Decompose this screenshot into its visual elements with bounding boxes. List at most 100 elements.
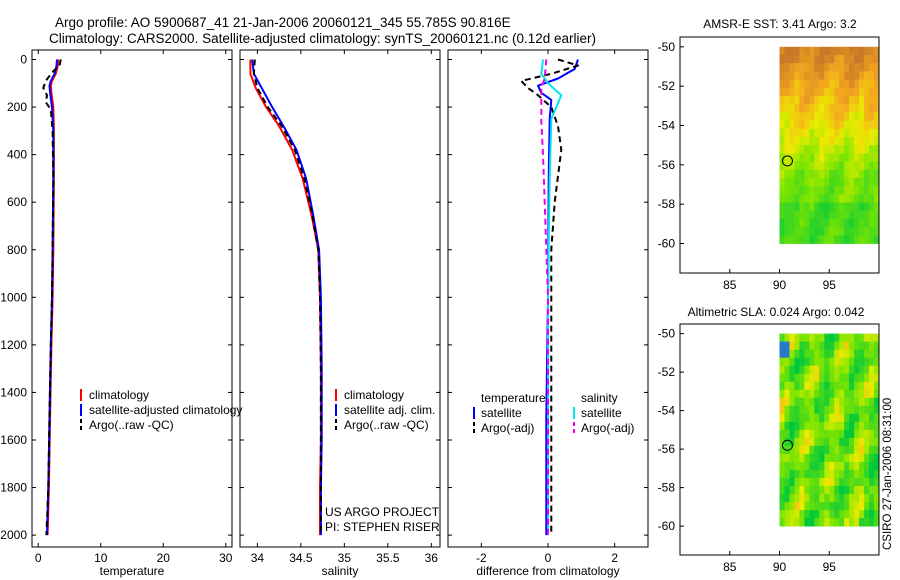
sla-heatmap-cell <box>794 486 800 495</box>
sst-heatmap-cell <box>794 55 800 64</box>
sst-heatmap-cell <box>844 96 850 105</box>
sst-heatmap-cell <box>814 177 820 187</box>
sla-heatmap-cell <box>814 397 820 407</box>
sst-heatmap-cell <box>789 235 795 244</box>
sla-heatmap-cell <box>819 494 825 503</box>
sla-heatmap-cell <box>849 437 855 447</box>
sla-heatmap-cell <box>849 397 855 407</box>
sla-heatmap-cell <box>844 429 850 439</box>
sst-heatmap-cell <box>849 186 855 195</box>
sla-heatmap-cell <box>824 429 830 439</box>
sst-heatmap-cell <box>864 194 870 203</box>
sst-heatmap-cell <box>839 177 845 187</box>
sst-heatmap-cell <box>819 79 825 89</box>
sst-heatmap-cell <box>859 104 865 113</box>
sst-heatmap-cell <box>804 137 810 146</box>
sst-heatmap-cell <box>809 104 815 113</box>
sst-heatmap-cell <box>814 227 820 236</box>
sst-heatmap-cell <box>839 153 845 162</box>
temperature-series-line <box>42 59 62 536</box>
sla-heatmap-cell <box>834 486 840 495</box>
sla-heatmap-cell <box>874 445 880 455</box>
sst-heatmap-cell <box>854 96 860 105</box>
sla-heatmap-cell <box>789 413 795 423</box>
sst-heatmap-cell <box>874 63 880 72</box>
sla-heatmap-cell <box>814 453 820 463</box>
sst-heatmap-cell <box>819 63 825 72</box>
sst-heatmap-cell <box>854 120 860 130</box>
sla-heatmap-cell <box>854 397 860 407</box>
sst-heatmap-cell <box>824 87 830 97</box>
sst-heatmap-cell <box>834 137 840 146</box>
sst-xtick-label: 85 <box>723 278 737 292</box>
sst-heatmap-cell <box>849 137 855 146</box>
sst-heatmap-cell <box>839 120 845 130</box>
sst-heatmap-cell <box>799 120 805 130</box>
temperature-xtick-label: 0 <box>35 551 42 565</box>
sst-heatmap-cell <box>789 46 795 56</box>
sst-heatmap-cell <box>799 96 805 105</box>
sst-heatmap-cell <box>819 87 825 97</box>
sst-heatmap-cell <box>809 46 815 56</box>
sla-heatmap-cell <box>809 445 815 455</box>
sst-heatmap-cell <box>834 63 840 72</box>
sst-heatmap-cell <box>784 55 790 64</box>
sla-heatmap-cell <box>809 389 815 399</box>
sla-heatmap-cell <box>784 357 790 367</box>
sst-heatmap-cell <box>779 87 785 97</box>
sst-heatmap-cell <box>789 227 795 236</box>
sst-heatmap-cell <box>849 128 855 138</box>
temperature-ytick-label: 1400 <box>0 385 27 399</box>
sla-heatmap-cell <box>799 478 805 487</box>
sla-heatmap-cell <box>794 462 800 471</box>
sla-heatmap-cell <box>829 349 835 359</box>
sla-heatmap-cell <box>794 494 800 503</box>
sla-heatmap-cell <box>854 494 860 503</box>
sla-heatmap-cell <box>789 494 795 503</box>
sst-heatmap-cell <box>809 71 815 80</box>
sla-heatmap-cell <box>839 405 845 415</box>
sst-heatmap-cell <box>864 177 870 187</box>
sla-heatmap-cell <box>784 373 790 383</box>
sst-heatmap-cell <box>859 112 865 121</box>
temperature-profile-panel: 0 10 20 30 0 200 400 600 800 1000 1200 1400 1600 1800… <box>0 49 242 578</box>
sla-heatmap-cell <box>854 502 860 511</box>
sst-heatmap-cell <box>834 112 840 121</box>
sla-heatmap-cell <box>829 502 835 511</box>
sla-heatmap-cell <box>804 437 810 447</box>
sst-heatmap-cell <box>829 169 835 179</box>
sst-heatmap-cell <box>859 46 865 56</box>
sst-heatmap-cell <box>794 227 800 236</box>
sla-heatmap-cell <box>809 397 815 407</box>
sla-heatmap-cell <box>819 518 825 527</box>
sla-heatmap-cell <box>784 470 790 479</box>
sla-heatmap-cell <box>854 470 860 479</box>
sst-heatmap-cell <box>809 112 815 121</box>
sla-heatmap-cell <box>779 373 785 383</box>
sst-heatmap-cell <box>779 96 785 105</box>
sst-heatmap-cell <box>809 79 815 89</box>
sla-heatmap-cell <box>854 389 860 399</box>
sla-heatmap-cell <box>779 341 785 350</box>
temperature-ytick-label: 400 <box>7 148 27 162</box>
sst-heatmap-cell <box>864 145 870 154</box>
sst-heatmap-cell <box>864 235 870 244</box>
sla-heatmap-cell <box>819 462 825 471</box>
sst-heatmap-cell <box>864 55 870 64</box>
sst-heatmap-cell <box>849 63 855 72</box>
sla-heatmap-cell <box>859 510 865 519</box>
sst-heatmap-cell <box>784 202 790 212</box>
sla-heatmap-cell <box>824 437 830 447</box>
sla-heatmap-cell <box>874 365 880 375</box>
sst-heatmap-cell <box>779 112 785 121</box>
sla-heatmap-cell <box>809 494 815 503</box>
sst-heatmap-cell <box>859 227 865 236</box>
sst-heatmap-cell <box>834 120 840 130</box>
sla-heatmap-cell <box>849 502 855 511</box>
sst-heatmap-cell <box>794 104 800 113</box>
sst-heatmap-cell <box>794 186 800 195</box>
sst-heatmap-cell <box>849 46 855 56</box>
sla-heatmap-cell <box>844 445 850 455</box>
sla-heatmap-cell <box>819 405 825 415</box>
sst-heatmap-cell <box>779 218 785 228</box>
